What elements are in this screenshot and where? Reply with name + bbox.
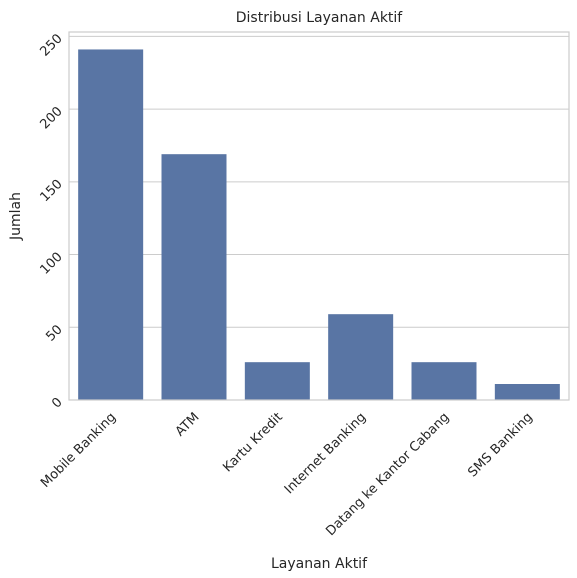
grid-lines xyxy=(69,35,569,401)
y-axis-label: Jumlah xyxy=(8,192,24,241)
bar xyxy=(244,362,310,400)
y-tick-label: 250 xyxy=(37,31,65,59)
y-tick-label: 0 xyxy=(49,395,65,411)
x-axis-label: Layanan Aktif xyxy=(271,556,368,572)
y-tick-label: 150 xyxy=(37,177,65,205)
y-tick-label: 200 xyxy=(37,104,65,132)
x-tick-label: Mobile Banking xyxy=(38,410,119,491)
x-tick-label: SMS Banking xyxy=(465,410,535,480)
bar xyxy=(78,49,144,401)
x-tick-label: Internet Banking xyxy=(282,410,369,497)
chart-title: Distribusi Layanan Aktif xyxy=(236,10,404,26)
bar xyxy=(161,154,227,400)
plot-frame xyxy=(68,31,570,401)
y-tick-label: 50 xyxy=(43,322,65,344)
bars xyxy=(78,49,560,401)
bar xyxy=(411,362,477,400)
x-tick-label: Kartu Kredit xyxy=(220,410,285,475)
y-tick-label: 100 xyxy=(37,250,65,278)
y-tick-labels: 0 50 100 150 200 250 xyxy=(37,31,65,411)
x-tick-label: ATM xyxy=(173,410,203,440)
bar xyxy=(494,384,560,400)
bar xyxy=(328,314,394,400)
